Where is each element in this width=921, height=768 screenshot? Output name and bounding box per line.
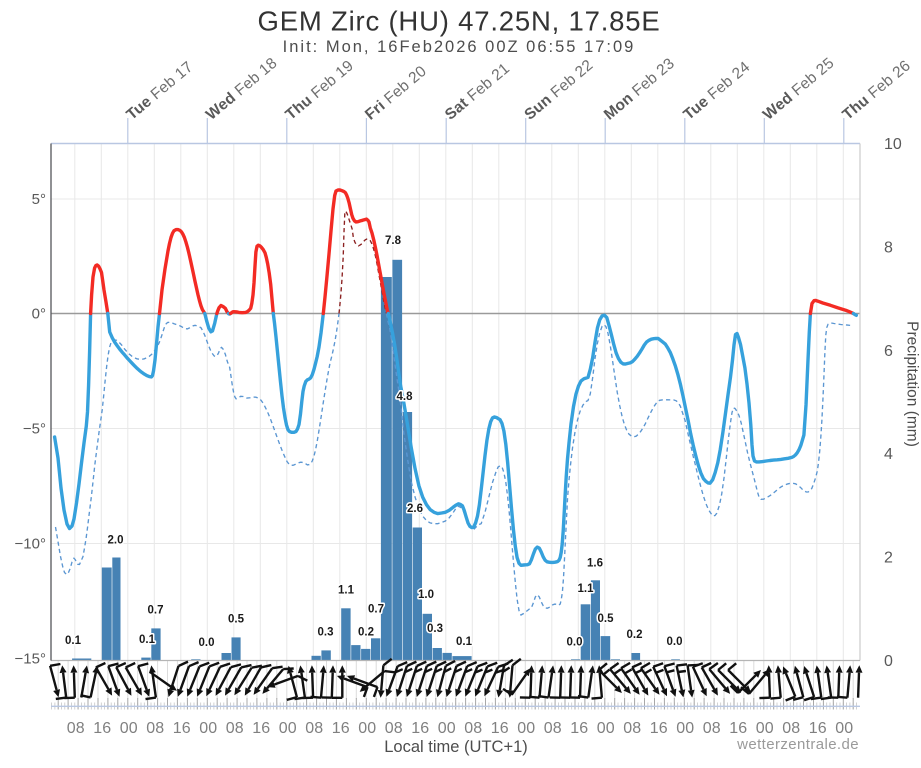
svg-text:8: 8 bbox=[884, 239, 893, 256]
svg-text:0.7: 0.7 bbox=[368, 604, 384, 616]
svg-text:Precipitation (mm): Precipitation (mm) bbox=[904, 321, 921, 447]
svg-text:16: 16 bbox=[809, 720, 827, 737]
svg-text:16: 16 bbox=[252, 720, 270, 737]
svg-text:0.2: 0.2 bbox=[358, 627, 374, 639]
svg-text:0: 0 bbox=[884, 653, 893, 670]
svg-text:7.8: 7.8 bbox=[385, 235, 402, 247]
svg-text:0.3: 0.3 bbox=[427, 623, 443, 635]
svg-text:16: 16 bbox=[411, 720, 429, 737]
svg-text:00: 00 bbox=[597, 720, 615, 737]
svg-text:0°: 0° bbox=[32, 306, 46, 323]
svg-text:00: 00 bbox=[756, 720, 774, 737]
svg-text:0.5: 0.5 bbox=[598, 613, 615, 625]
svg-text:00: 00 bbox=[835, 720, 853, 737]
svg-text:08: 08 bbox=[544, 720, 562, 737]
svg-text:0.0: 0.0 bbox=[667, 636, 683, 648]
svg-text:0.7: 0.7 bbox=[148, 605, 164, 617]
svg-text:6: 6 bbox=[884, 343, 893, 360]
svg-text:16: 16 bbox=[650, 720, 668, 737]
svg-text:1.0: 1.0 bbox=[418, 589, 434, 601]
svg-text:00: 00 bbox=[199, 720, 217, 737]
svg-text:00: 00 bbox=[279, 720, 297, 737]
svg-text:1.1: 1.1 bbox=[338, 585, 355, 597]
svg-text:2.6: 2.6 bbox=[407, 503, 423, 515]
svg-text:00: 00 bbox=[358, 720, 376, 737]
svg-text:16: 16 bbox=[93, 720, 111, 737]
svg-text:0.1: 0.1 bbox=[456, 636, 473, 648]
svg-text:wetterzentrale.de: wetterzentrale.de bbox=[736, 736, 859, 753]
svg-text:08: 08 bbox=[146, 720, 164, 737]
svg-text:−15°: −15° bbox=[15, 651, 46, 668]
svg-text:08: 08 bbox=[226, 720, 244, 737]
svg-text:−10°: −10° bbox=[15, 536, 46, 553]
svg-text:0.2: 0.2 bbox=[627, 629, 643, 641]
svg-text:4.8: 4.8 bbox=[397, 391, 414, 403]
svg-text:GEM Zirc (HU) 47.25N, 17.85E: GEM Zirc (HU) 47.25N, 17.85E bbox=[258, 6, 661, 37]
svg-text:Init: Mon, 16Feb2026 00Z 06:5: Init: Mon, 16Feb2026 00Z 06:55 17:09 bbox=[283, 38, 636, 56]
svg-text:00: 00 bbox=[517, 720, 535, 737]
svg-text:16: 16 bbox=[332, 720, 350, 737]
svg-text:0.1: 0.1 bbox=[139, 634, 156, 646]
svg-text:16: 16 bbox=[570, 720, 588, 737]
svg-text:0.5: 0.5 bbox=[228, 614, 245, 626]
svg-text:−5°: −5° bbox=[23, 421, 46, 438]
svg-text:2.0: 2.0 bbox=[108, 535, 124, 547]
svg-text:08: 08 bbox=[464, 720, 482, 737]
svg-text:Local time (UTC+1): Local time (UTC+1) bbox=[384, 738, 528, 756]
svg-text:08: 08 bbox=[385, 720, 403, 737]
svg-text:00: 00 bbox=[438, 720, 456, 737]
svg-text:1.6: 1.6 bbox=[587, 558, 603, 570]
svg-text:08: 08 bbox=[67, 720, 85, 737]
svg-text:08: 08 bbox=[703, 720, 721, 737]
svg-text:0.1: 0.1 bbox=[65, 635, 82, 647]
svg-text:5°: 5° bbox=[32, 191, 46, 208]
svg-text:08: 08 bbox=[623, 720, 641, 737]
svg-text:00: 00 bbox=[676, 720, 694, 737]
svg-text:0.3: 0.3 bbox=[318, 627, 334, 639]
svg-text:0.0: 0.0 bbox=[567, 637, 583, 649]
svg-text:4: 4 bbox=[884, 446, 893, 463]
svg-text:08: 08 bbox=[305, 720, 323, 737]
svg-text:0.0: 0.0 bbox=[199, 637, 215, 649]
svg-text:16: 16 bbox=[729, 720, 747, 737]
svg-text:16: 16 bbox=[173, 720, 191, 737]
svg-text:1.1: 1.1 bbox=[578, 583, 595, 595]
svg-text:2: 2 bbox=[884, 550, 893, 567]
svg-text:16: 16 bbox=[491, 720, 509, 737]
svg-text:08: 08 bbox=[782, 720, 800, 737]
svg-text:00: 00 bbox=[120, 720, 138, 737]
svg-text:10: 10 bbox=[884, 136, 902, 153]
